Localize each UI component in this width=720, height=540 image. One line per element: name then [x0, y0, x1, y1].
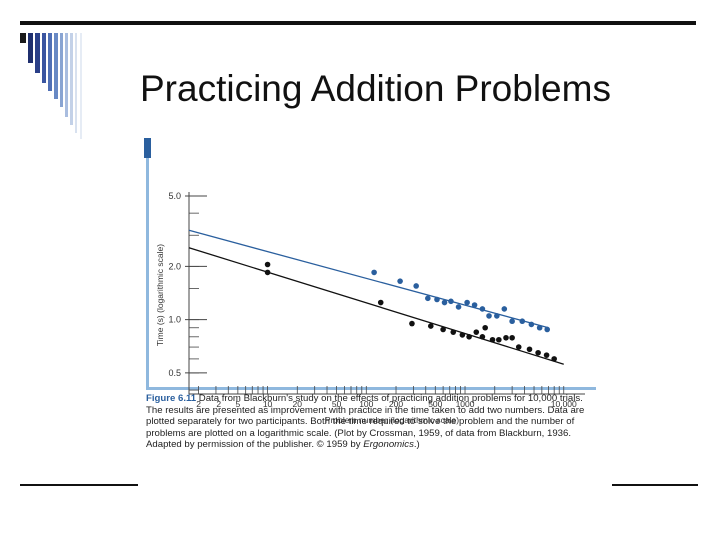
data-point: [528, 321, 535, 328]
caption-end: .): [413, 439, 420, 451]
trend-line: [188, 229, 549, 329]
data-point: [466, 334, 472, 340]
data-point: [427, 323, 434, 329]
x-tick-label: 200: [389, 399, 403, 409]
data-point: [377, 299, 384, 306]
data-point: [479, 334, 486, 340]
x-tick-label: 100: [359, 399, 373, 409]
caption-label: Figure 6.11: [146, 393, 197, 404]
x-tick-label: 2: [216, 399, 221, 409]
data-point: [494, 313, 500, 319]
trend-line: [188, 247, 564, 365]
data-point: [479, 306, 486, 312]
data-point: [489, 336, 496, 343]
data-point: [503, 334, 509, 341]
deco-bar: [35, 33, 40, 73]
figure-frame-bottom: [146, 387, 596, 390]
x-tick-label: 5: [235, 399, 240, 409]
y-tick-label: 2.0: [168, 261, 181, 271]
data-point: [464, 299, 470, 306]
data-point: [543, 352, 550, 358]
x-axis-label: Problem number (logarithmic scale): [325, 415, 459, 425]
data-point: [264, 261, 271, 268]
slide-title: Practicing Addition Problems: [140, 68, 611, 109]
bottom-rule-left: [20, 484, 138, 486]
data-point: [397, 278, 403, 284]
data-point: [264, 269, 271, 276]
data-point: [434, 296, 440, 303]
x-tick-label: 500: [428, 399, 442, 409]
deco-bar: [60, 33, 63, 107]
caption-text: Data from Blackburn's study on the effec…: [146, 393, 585, 451]
y-tick-label: 1.0: [168, 315, 181, 325]
figure-accent-bar: [144, 138, 151, 158]
data-point: [515, 344, 522, 350]
deco-bar: [48, 33, 52, 91]
deco-bar: [80, 33, 82, 139]
data-point: [551, 356, 557, 362]
caption-journal: Ergonomics: [363, 439, 414, 451]
top-rule: [20, 21, 696, 25]
figure-caption: Figure 6.11 Data from Blackburn's study …: [146, 393, 596, 451]
data-point: [440, 326, 446, 333]
data-point: [544, 326, 551, 333]
deco-bar: [65, 33, 68, 117]
x-tick-label: 50: [332, 399, 342, 409]
data-point: [482, 324, 488, 331]
data-point: [450, 329, 457, 335]
deco-bar: [75, 33, 77, 133]
data-point: [413, 283, 419, 289]
x-tick-label: 2: [196, 399, 201, 409]
data-point: [425, 295, 431, 302]
data-point: [496, 336, 502, 343]
data-point: [371, 269, 377, 276]
x-tick-label: 10,000: [551, 399, 577, 409]
data-point: [455, 304, 462, 310]
deco-bar: [42, 33, 46, 83]
data-point: [459, 332, 466, 338]
y-tick-label: 5.0: [168, 191, 181, 201]
data-point: [536, 324, 543, 331]
data-point: [486, 313, 492, 319]
x-tick-label: 20: [293, 399, 303, 409]
figure-frame-left: [146, 158, 149, 390]
data-point: [471, 302, 478, 308]
data-point: [509, 334, 515, 341]
data-point: [501, 306, 508, 312]
deco-bar: [70, 33, 73, 125]
deco-bar: [28, 33, 33, 63]
x-tick-label: 1000: [456, 399, 475, 409]
data-point: [409, 320, 415, 327]
data-point: [509, 318, 515, 325]
x-tick-label: 10: [263, 399, 273, 409]
data-point: [526, 346, 533, 353]
data-point: [535, 349, 541, 356]
data-point: [441, 299, 448, 306]
data-point: [519, 318, 526, 325]
bottom-rule-right: [612, 484, 698, 486]
deco-bar: [20, 33, 26, 43]
deco-bar: [54, 33, 58, 99]
data-point: [473, 329, 480, 335]
data-point: [448, 298, 454, 305]
y-axis-label: Time (s) (logarithmic scale): [155, 244, 165, 346]
chart: 5.0 2.0 1.0 0.5 2 2 5 10 20 50 100 200 500 1000 10,000…: [155, 191, 585, 425]
y-tick-label: 0.5: [168, 368, 181, 378]
